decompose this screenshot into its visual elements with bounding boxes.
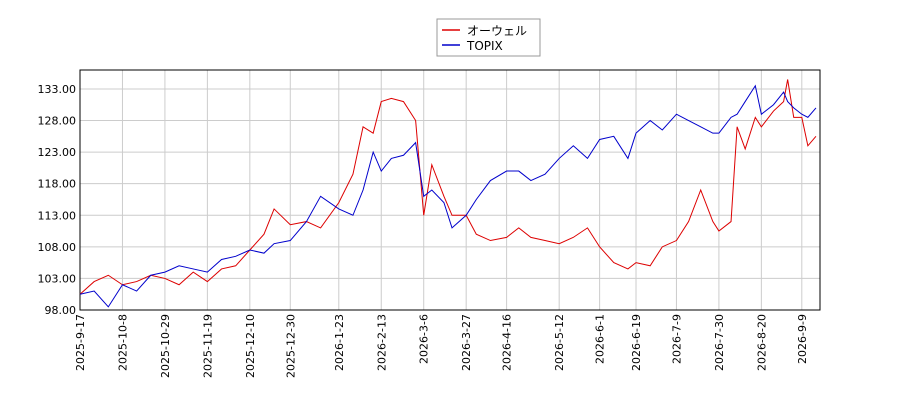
- legend-box: [436, 18, 541, 57]
- y-tick-label: 98.00: [45, 304, 77, 317]
- x-tick-label: 2026-2-13: [375, 314, 388, 371]
- y-tick-label: 118.00: [38, 178, 77, 191]
- x-tick-label: 2025-12-30: [284, 314, 297, 378]
- y-tick-label: 108.00: [38, 241, 77, 254]
- x-tick-label: 2026-3-27: [460, 314, 473, 371]
- x-tick-label: 2026-7-9: [670, 314, 683, 364]
- y-tick-label: 128.00: [38, 115, 77, 128]
- y-tick-label: 123.00: [38, 146, 77, 159]
- legend-label: オーウェル: [467, 24, 527, 38]
- x-tick-label: 2026-4-16: [501, 314, 514, 371]
- x-tick-label: 2025-12-10: [244, 314, 257, 378]
- plot-frame: [79, 69, 821, 311]
- legend-label: TOPIX: [466, 39, 503, 53]
- grid: [79, 70, 820, 311]
- x-tick-label: 2026-5-12: [553, 314, 566, 371]
- x-tick-label: 2025-10-8: [116, 314, 129, 371]
- x-tick-label: 2026-1-23: [333, 314, 346, 371]
- x-tick-label: 2025-9-17: [74, 314, 87, 371]
- x-tick-label: 2026-7-30: [713, 314, 726, 371]
- x-tick-label: 2026-9-9: [796, 314, 809, 364]
- x-tick-label: 2025-10-29: [159, 314, 172, 378]
- x-tick-label: 2026-8-20: [755, 314, 768, 371]
- series-line: [79, 79, 817, 295]
- y-tick-label: 103.00: [38, 272, 77, 285]
- y-tick-label: 113.00: [38, 209, 77, 222]
- x-tick-label: 2025-11-19: [201, 314, 214, 378]
- series-line: [79, 84, 817, 308]
- x-tick-label: 2026-6-1: [594, 314, 607, 364]
- y-tick-label: 133.00: [38, 83, 77, 96]
- x-tick-label: 2026-6-19: [630, 314, 643, 371]
- x-tick-label: 2026-3-6: [418, 314, 431, 364]
